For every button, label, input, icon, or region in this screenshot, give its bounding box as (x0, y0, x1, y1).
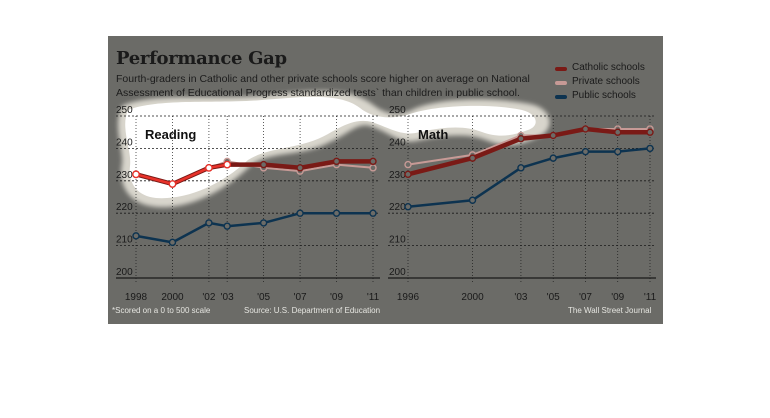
math-public-point (549, 154, 557, 162)
math-public-point (404, 203, 412, 211)
math-y-tick-label: 250 (389, 105, 406, 116)
reading-x-tick-label: '11 (367, 292, 380, 303)
math-y-tick-label: 200 (389, 267, 406, 278)
reading-public-point (332, 209, 341, 217)
math-catholic-point (468, 154, 477, 162)
math-y-tick-label: 220 (389, 202, 406, 213)
reading-catholic-point (296, 164, 304, 172)
reading-x-tick-label: '03 (221, 292, 234, 303)
reading-public-line (134, 211, 375, 244)
reading-public-point (132, 232, 140, 240)
credit-note: The Wall Street Journal (568, 306, 652, 315)
math-x-tick-label: 1996 (397, 292, 420, 303)
footnote: *Scored on a 0 to 500 scale (112, 306, 211, 315)
math-catholic-point (581, 125, 590, 133)
reading-x-tick-label: '09 (330, 292, 343, 303)
math-x-tick-label: '09 (611, 292, 624, 303)
legend-label-public: Public schools (572, 90, 636, 101)
math-x-tick-label: '05 (547, 292, 560, 303)
math-catholic-point (614, 128, 622, 136)
math-private-point (404, 160, 412, 169)
reading-panel-title: Reading (145, 127, 197, 142)
reading-y-tick-label: 200 (116, 267, 133, 278)
math-y-tick-label: 230 (389, 170, 406, 181)
math-x-tick-label: '07 (579, 292, 592, 303)
reading-catholic-point (369, 157, 377, 166)
reading-highlight-point (223, 160, 232, 169)
math-catholic-point (646, 128, 654, 136)
legend-swatch-catholic (555, 67, 567, 71)
math-chart: 200 210 220 230 240 250 1996 2000 '03 '05 '07 '09 '1… (388, 105, 657, 303)
math-catholic-point (517, 134, 525, 143)
math-y-tick-label: 240 (389, 137, 406, 148)
reading-y-tick-label: 210 (116, 235, 133, 246)
math-public-point (614, 147, 622, 156)
math-public-point (581, 147, 590, 156)
source-note: Source: U.S. Department of Education (244, 306, 381, 315)
math-public-point (468, 196, 477, 204)
reading-x-tick-label: 2000 (161, 292, 184, 303)
reading-x-tick-label: '05 (257, 292, 270, 303)
page-title: Performance Gap (116, 48, 287, 69)
math-panel-title: Math (418, 127, 449, 142)
reading-public-point (259, 219, 268, 227)
reading-x-tick-label: '07 (294, 292, 307, 303)
reading-y-tick-label: 230 (116, 170, 133, 181)
reading-public-point (369, 209, 377, 217)
reading-private-point (369, 164, 377, 172)
reading-x-tick-label: 1998 (125, 292, 148, 303)
reading-chart: 200 210 220 230 240 250 1998 2000 '02 '03 '05 '07 '0… (116, 105, 380, 303)
math-public-line (406, 147, 652, 208)
math-public-point (517, 164, 525, 172)
reading-public-point (296, 209, 304, 217)
reading-highlight-point (205, 163, 213, 172)
math-x-tick-label: '03 (514, 292, 527, 303)
reading-highlight-point (132, 170, 140, 179)
reading-catholic-point (332, 157, 341, 166)
math-x-tick-label: '11 (644, 292, 657, 303)
reading-y-tick-label: 250 (116, 105, 133, 116)
reading-highlight-point (168, 180, 177, 188)
legend-label-catholic: Catholic schools (572, 62, 645, 73)
reading-public-point (168, 238, 177, 247)
reading-y-tick-label: 240 (116, 137, 133, 148)
chart-subtitle: Fourth-graders in Catholic and other pri… (116, 73, 530, 99)
math-public-point (646, 144, 654, 153)
math-y-tick-label: 210 (389, 235, 406, 246)
legend-swatch-private (555, 81, 567, 85)
legend-swatch-public (555, 95, 567, 99)
reading-highlight-line (135, 163, 228, 186)
reading-x-tick-label: '02 (202, 292, 215, 303)
reading-y-tick-label: 220 (116, 202, 133, 213)
highlight-fill (125, 96, 536, 199)
reading-public-point (205, 219, 213, 227)
math-catholic-point (404, 170, 412, 179)
reading-catholic-point (259, 160, 268, 169)
math-x-tick-label: 2000 (461, 292, 484, 303)
reading-public-point (223, 222, 231, 230)
legend-label-private: Private schools (572, 76, 640, 87)
math-catholic-point (549, 131, 557, 140)
